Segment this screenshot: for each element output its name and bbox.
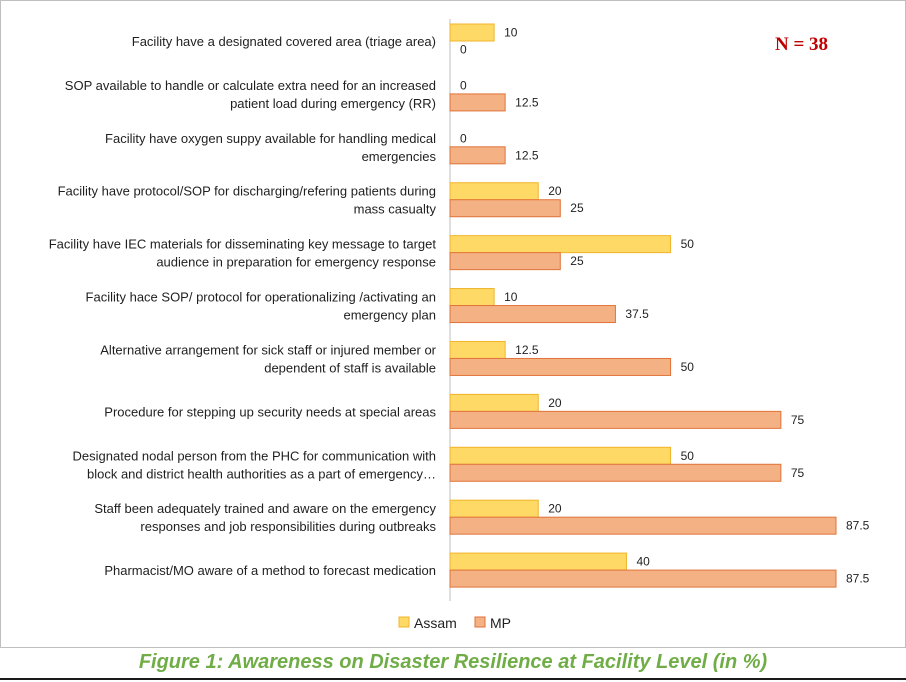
data-label-assam: 10	[504, 26, 518, 40]
bar-assam	[449, 182, 539, 201]
category-label: dependent of staff is available	[264, 360, 436, 375]
category-label: mass casualty	[354, 202, 437, 217]
category-label: emergencies	[362, 149, 437, 164]
bar-mp	[449, 93, 506, 112]
data-label-assam: 20	[548, 502, 562, 516]
data-label-assam: 20	[548, 396, 562, 410]
category-label: Facility hace SOP/ protocol for operatio…	[86, 290, 436, 305]
bar-assam	[449, 446, 672, 465]
category-label: responses and job responsibilities durin…	[140, 519, 436, 534]
sample-size-annotation: N = 38	[775, 34, 829, 55]
data-label-mp: 75	[791, 413, 805, 427]
bar-mp	[449, 410, 782, 429]
bar-mp	[449, 146, 506, 165]
category-label: emergency plan	[344, 308, 437, 323]
category-label: patient load during emergency (RR)	[230, 96, 436, 111]
category-label: Procedure for stepping up security needs…	[104, 404, 436, 419]
bar-assam	[449, 499, 539, 518]
bottom-rule	[0, 678, 906, 680]
data-label-mp: 12.5	[515, 95, 539, 109]
legend-swatch-assam	[398, 616, 410, 628]
bar-assam	[449, 288, 495, 307]
category-label: Designated nodal person from the PHC for…	[73, 448, 436, 463]
data-label-assam: 0	[460, 131, 467, 145]
data-label-mp: 25	[570, 201, 584, 215]
data-label-mp: 37.5	[625, 307, 649, 321]
bar-mp	[449, 516, 837, 535]
data-label-assam: 50	[681, 237, 695, 251]
category-label: Facility have protocol/SOP for dischargi…	[58, 184, 436, 199]
bar-mp	[449, 305, 616, 324]
category-label: Pharmacist/MO aware of a method to forec…	[104, 563, 436, 578]
data-label-assam: 12.5	[515, 343, 539, 357]
data-label-mp: 25	[570, 254, 584, 268]
bar-mp	[449, 463, 782, 482]
category-label: audience in preparation for emergency re…	[156, 255, 436, 270]
bar-chart: Facility have a designated covered area …	[49, 19, 870, 631]
data-label-mp: 87.5	[846, 572, 870, 586]
category-label: block and district health authorities as…	[87, 466, 436, 481]
data-label-assam: 20	[548, 184, 562, 198]
data-label-assam: 10	[504, 290, 518, 304]
figure-caption: Figure 1: Awareness on Disaster Resilien…	[138, 651, 768, 673]
legend-label-mp: MP	[490, 615, 511, 631]
data-label-mp: 75	[791, 466, 805, 480]
bar-mp	[449, 569, 837, 588]
category-label: Staff been adequately trained and aware …	[94, 501, 436, 516]
bar-mp	[449, 199, 561, 218]
data-label-assam: 40	[636, 555, 650, 569]
chart-frame: Facility have a designated covered area …	[0, 0, 906, 648]
category-label: Facility have oxygen suppy available for…	[105, 131, 436, 146]
bar-mp	[449, 252, 561, 271]
bar-assam	[449, 23, 495, 42]
bar-mp	[449, 357, 672, 376]
data-label-mp: 0	[460, 43, 467, 57]
data-label-mp: 87.5	[846, 519, 870, 533]
data-label-assam: 50	[681, 449, 695, 463]
category-label: Facility have a designated covered area …	[132, 34, 436, 49]
data-label-mp: 50	[681, 360, 695, 374]
data-label-assam: 0	[460, 78, 467, 92]
bar-assam	[449, 393, 539, 412]
category-label: Facility have IEC materials for dissemin…	[49, 237, 437, 252]
category-label: Alternative arrangement for sick staff o…	[100, 342, 436, 357]
category-label: SOP available to handle or calculate ext…	[65, 78, 436, 93]
legend-label-assam: Assam	[414, 615, 457, 631]
legend: Assam MP	[398, 615, 511, 631]
legend-swatch-mp	[474, 616, 486, 628]
data-label-mp: 12.5	[515, 148, 539, 162]
bar-assam	[449, 552, 627, 571]
bar-assam	[449, 340, 506, 359]
bar-assam	[449, 235, 672, 254]
